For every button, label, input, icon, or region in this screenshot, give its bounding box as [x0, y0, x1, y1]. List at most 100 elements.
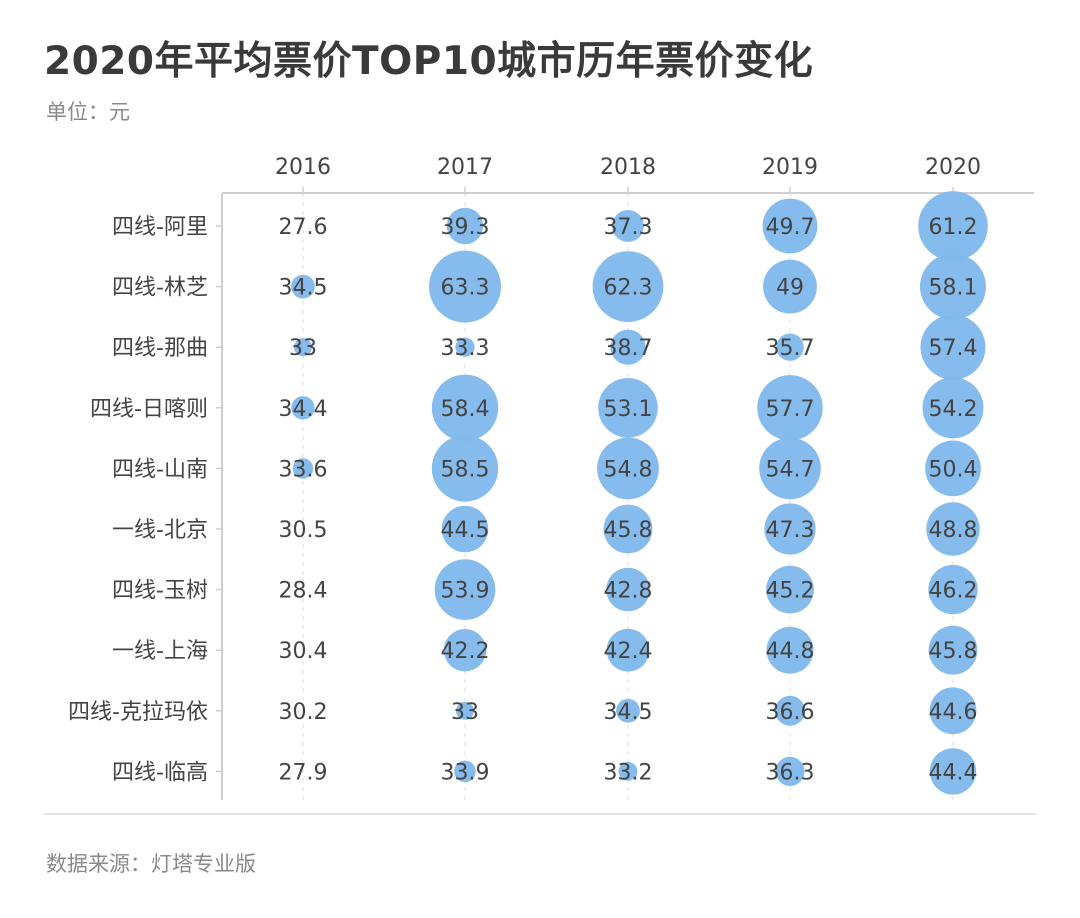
bubble — [766, 626, 814, 674]
bubble — [429, 250, 501, 323]
bubble — [294, 338, 312, 357]
bubble — [592, 251, 664, 322]
data-label: 54.8 — [604, 457, 653, 482]
y-tick-label: 四线-玉树 — [112, 579, 208, 604]
bubble — [775, 756, 805, 787]
data-label: 46.2 — [929, 579, 978, 604]
y-tick-label: 四线-林芝 — [112, 276, 208, 301]
bubble — [291, 396, 315, 420]
source-note: 数据来源：灯塔专业版 — [46, 852, 256, 876]
bottom-divider — [44, 813, 1036, 815]
data-label: 27.6 — [279, 215, 328, 240]
bubble — [456, 701, 474, 720]
x-tick-label: 2016 — [275, 155, 331, 180]
data-label: 42.8 — [604, 579, 653, 604]
bubble — [928, 564, 978, 615]
bubble — [929, 687, 977, 735]
data-label: 33.6 — [279, 457, 328, 482]
bubble — [616, 698, 640, 723]
y-tick-label: 一线-北京 — [112, 518, 208, 543]
data-label: 34.4 — [279, 397, 328, 422]
data-label: 47.3 — [766, 518, 815, 543]
data-label: 57.4 — [929, 336, 978, 361]
data-label: 30.5 — [279, 518, 328, 543]
bubble — [762, 198, 818, 254]
bubble — [443, 629, 487, 672]
data-label: 33.3 — [441, 336, 490, 361]
data-label: 49.7 — [766, 215, 815, 240]
y-tick-label: 四线-克拉玛依 — [68, 700, 208, 725]
data-label: 38.7 — [604, 336, 653, 361]
data-label: 50.4 — [929, 457, 978, 482]
bubble — [918, 191, 988, 261]
data-label: 44.6 — [929, 700, 978, 725]
data-label: 53.9 — [441, 579, 490, 604]
bubble — [775, 695, 805, 726]
bubble — [612, 210, 644, 242]
data-label: 27.9 — [279, 760, 328, 785]
data-label: 57.7 — [766, 397, 815, 422]
data-label: 49 — [776, 276, 804, 301]
data-labels: 27.6 39.3 37.3 49.7 61.2 34.5 63.3 62.3 49 58.1 33… — [279, 215, 978, 785]
data-label: 33 — [451, 700, 479, 725]
data-label: 54.7 — [766, 457, 815, 482]
bubble — [920, 314, 986, 380]
x-tick-label: 2020 — [925, 155, 981, 180]
data-label: 37.3 — [604, 215, 653, 240]
data-label: 33.2 — [604, 760, 653, 785]
data-label: 33 — [289, 336, 317, 361]
data-label: 44.5 — [441, 518, 490, 543]
data-label: 53.1 — [604, 397, 653, 422]
data-label: 28.4 — [279, 579, 328, 604]
x-tick-label: 2019 — [762, 155, 818, 180]
bubble — [598, 378, 658, 438]
data-label: 34.5 — [279, 276, 328, 301]
data-label: 42.2 — [441, 639, 490, 664]
y-tick-label: 一线-上海 — [112, 639, 208, 664]
x-tick-label: 2017 — [437, 155, 493, 180]
y-tick-label: 四线-山南 — [112, 457, 208, 482]
bubble — [292, 458, 314, 479]
bubble — [455, 337, 475, 357]
bubble — [766, 565, 814, 614]
bubble — [929, 748, 977, 795]
bubble — [431, 435, 499, 502]
data-label: 58.1 — [929, 276, 978, 301]
x-tick-label: 2018 — [600, 155, 656, 180]
tick-labels: 2016 2017 2018 2019 2020 四线-阿里四线-林芝四线-那曲四线-日喀… — [68, 155, 981, 785]
bubble — [757, 375, 823, 441]
bubble — [291, 274, 315, 299]
bubble — [431, 374, 499, 441]
data-label: 39.3 — [441, 215, 490, 240]
data-label: 34.5 — [604, 700, 653, 725]
data-label: 48.8 — [929, 518, 978, 543]
data-label: 54.2 — [929, 397, 978, 422]
data-label: 58.4 — [441, 397, 490, 422]
bubble — [764, 503, 816, 555]
data-label: 45.2 — [766, 579, 815, 604]
bubble — [606, 628, 650, 672]
bubble — [776, 333, 804, 361]
data-label: 30.4 — [279, 639, 328, 664]
data-label: 62.3 — [604, 276, 653, 301]
bubble — [763, 259, 817, 314]
chart-title: 2020年平均票价TOP10城市历年票价变化 — [44, 39, 814, 84]
y-tick-label: 四线-那曲 — [112, 336, 208, 361]
bubble — [606, 567, 650, 612]
data-label: 58.5 — [441, 457, 490, 482]
bubble — [920, 253, 986, 320]
axes — [216, 187, 1034, 800]
data-label: 36.3 — [766, 760, 815, 785]
data-label: 42.4 — [604, 639, 653, 664]
data-label: 61.2 — [929, 215, 978, 240]
bubble — [922, 377, 984, 439]
bubble — [925, 440, 981, 497]
bubble — [454, 760, 476, 783]
data-label: 44.8 — [766, 639, 815, 664]
bubble — [610, 329, 646, 365]
data-label: 35.7 — [766, 336, 815, 361]
bubble — [759, 437, 821, 500]
data-label: 45.8 — [929, 639, 978, 664]
data-label: 45.8 — [604, 518, 653, 543]
